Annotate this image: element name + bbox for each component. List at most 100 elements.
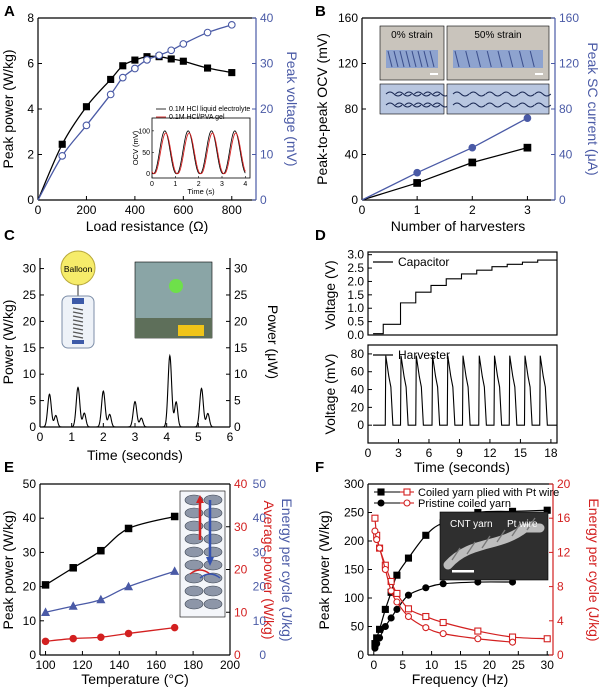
y-axis-tick-label: 0 [357,648,364,662]
panel-c: C 0 5 10 15 20 25 30 0 5 10 15 20 25 30 0 1 2 3 4 5 6 Time (se… [0,227,281,463]
scale-bar [535,73,543,75]
data-point-square [393,571,401,579]
data-point-circle [474,635,482,643]
y2-axis-tick-label: 30 [234,520,248,534]
y-axis-tick-label: 0 [351,193,358,207]
data-point-square [167,55,175,63]
y2-axis-title: Power (μW) [265,305,281,379]
yarn-coil [203,533,223,545]
legend-label: Capacitor [398,255,449,269]
fabric-stitch [497,50,503,68]
x-axis-tick-label: 100 [36,658,56,672]
data-point-circle [131,64,139,73]
x-axis-tick-label: 30 [541,658,555,672]
y-axis-tick-label: 40 [351,383,365,397]
x-axis-tick-label: 180 [183,658,203,672]
x-axis-tick-label: 20 [483,658,497,672]
yarn-coil [526,517,536,531]
data-point-square [179,57,187,65]
data-point-square [82,103,90,111]
x-axis-tick-label: 3 [524,203,531,217]
yarn-coil [203,546,223,558]
yarn-coil [203,520,223,532]
harvester-trace [373,355,557,426]
data-point-circle [381,622,389,631]
data-point-circle [82,121,91,130]
y2-axis-tick-label: 10 [234,605,248,619]
data-point-square [58,140,66,148]
y-axis-tick-label: 30 [23,545,37,559]
x-axis-tick-label: 5 [399,658,406,672]
y2-axis-title: Average power (W/kg) [261,500,277,639]
data-point-circle [404,612,413,621]
inset-y-tick-label: 50 [142,150,150,157]
inset-series-gel [151,132,246,175]
y2-axis-tick-label: 20 [260,102,274,116]
data-point-circle [387,587,395,595]
x-axis-title: Temperature (°C) [81,671,189,687]
fabric-stitch [423,50,429,68]
inset-x-tick-label: 0 [150,181,154,188]
data-point-square [468,158,477,167]
y-axis-tick-label: 3.0 [347,248,364,262]
data-point-circle [179,40,188,48]
balloon-label: Balloon [64,264,93,274]
y2-axis-tick-label: 10 [234,367,248,381]
yarn-coil [501,91,519,97]
data-point-square [228,69,236,77]
harvester-subplot: 0 20 40 60 80 Voltage (mV) Harvester [322,344,558,444]
inset-x-tick-label: 1 [173,181,177,188]
y2-axis-tick-label: 15 [234,341,248,355]
y2-axis-tick-label: 20 [557,477,571,491]
yarn-coil [423,102,441,108]
data-point-square [107,75,115,83]
data-point-square [131,56,139,64]
yarn-coil [414,102,431,108]
yarn-coil [203,507,223,519]
y-axis-tick-label: 20 [23,580,37,594]
fabric-stitch [417,50,423,68]
data-point-square [119,62,127,70]
x-axis-tick-label: 3 [395,446,402,460]
y2-axis-tick-label: 25 [234,288,248,302]
photo-background [446,83,550,115]
y2-axis-tick-label: 16 [557,511,571,525]
data-point-square [41,581,50,589]
y2-axis-tick-label: 40 [559,148,573,162]
data-point-circle [143,56,151,64]
y2-axis-tick-label: 0 [557,648,564,662]
data-point-circle [508,638,517,646]
data-point-square [124,524,133,533]
inset-x-tick-label: 4 [243,181,247,188]
balloon-illustration: Balloon [60,250,96,349]
y3-axis-tick-label: 50 [253,477,267,491]
yarn-coil [72,335,84,339]
fabric-stitch [429,50,435,68]
x-axis-title: Number of harvesters [391,218,526,234]
y3-axis-tick-label: 30 [253,545,267,559]
series-line-0 [361,147,528,201]
yarn-coil [452,102,470,108]
data-point-triangle [96,594,106,604]
x-axis-tick-label: 9 [456,446,463,460]
fabric-stitch [387,50,393,68]
fabric-stitch [399,50,405,68]
yarn-coil [184,572,204,584]
x-axis-tick-label: 140 [109,658,129,672]
y-axis-tick-label: 40 [23,511,37,525]
yarn-coil [72,319,84,323]
data-point-square [204,64,212,72]
yarn-coil [414,91,431,97]
y-axis-tick-label: 25 [23,288,37,302]
y2-axis-tick-label: 30 [260,57,274,71]
legend-label: Pristine coiled yarn [418,498,511,510]
clamp-icon [72,298,84,304]
x-axis-tick-label: 5 [195,430,202,444]
data-point-circle [124,629,133,638]
fabric-stitch [411,50,417,68]
x-axis-tick-label: 600 [173,203,193,217]
inset-x-tick-label: 3 [220,181,224,188]
yarn-coil [518,91,535,97]
